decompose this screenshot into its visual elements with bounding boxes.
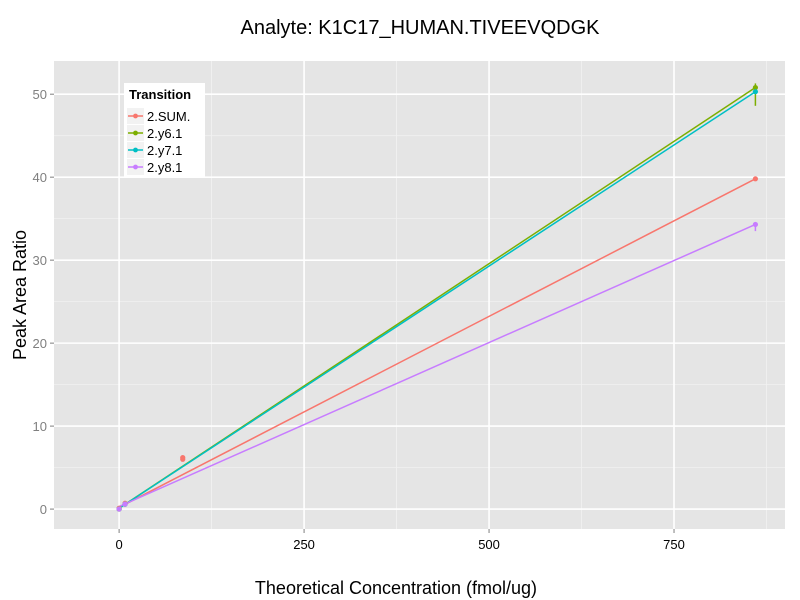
x-tick-label: 250 bbox=[293, 537, 315, 552]
fit-lines bbox=[118, 86, 756, 509]
data-point bbox=[752, 221, 759, 228]
data-point bbox=[122, 501, 128, 507]
data-point bbox=[752, 89, 759, 95]
chart-title: Analyte: K1C17_HUMAN.TIVEEVQDGK bbox=[240, 17, 600, 39]
legend: Transition 2.SUM. 2.y6.1 2.y7.1 2.y8.1 bbox=[124, 83, 205, 177]
legend-label: 2.y6.1 bbox=[147, 126, 182, 141]
legend-key-point bbox=[133, 113, 138, 119]
y-axis-label: Peak Area Ratio bbox=[10, 230, 30, 360]
y-tick-label: 40 bbox=[33, 170, 47, 185]
data-point bbox=[752, 176, 759, 182]
legend-key-point bbox=[133, 147, 138, 153]
fit-line-2SUM bbox=[118, 178, 756, 509]
data-points bbox=[116, 83, 759, 512]
legend-label: 2.y7.1 bbox=[147, 143, 182, 158]
y-axis: 0 10 20 30 40 50 bbox=[33, 87, 54, 517]
data-point bbox=[752, 84, 759, 91]
y-tick-label: 20 bbox=[33, 336, 47, 351]
y-tick-label: 30 bbox=[33, 253, 47, 268]
x-tick-label: 500 bbox=[478, 537, 500, 552]
data-point bbox=[116, 506, 122, 512]
x-tick-label: 750 bbox=[663, 537, 685, 552]
data-point bbox=[180, 455, 186, 461]
x-axis-label: Theoretical Concentration (fmol/ug) bbox=[255, 578, 537, 598]
legend-label: 2.SUM. bbox=[147, 109, 190, 124]
fit-line-2y71 bbox=[118, 91, 756, 509]
legend-label: 2.y8.1 bbox=[147, 160, 182, 175]
x-tick-label: 0 bbox=[115, 537, 122, 552]
y-tick-label: 50 bbox=[33, 87, 47, 102]
legend-key-point bbox=[133, 164, 138, 170]
legend-title: Transition bbox=[129, 87, 191, 102]
legend-key-point bbox=[133, 130, 138, 136]
x-axis: 0 250 500 750 bbox=[115, 529, 685, 552]
fit-line-2y81 bbox=[118, 223, 756, 508]
y-tick-label: 0 bbox=[40, 502, 47, 517]
y-tick-label: 10 bbox=[33, 419, 47, 434]
